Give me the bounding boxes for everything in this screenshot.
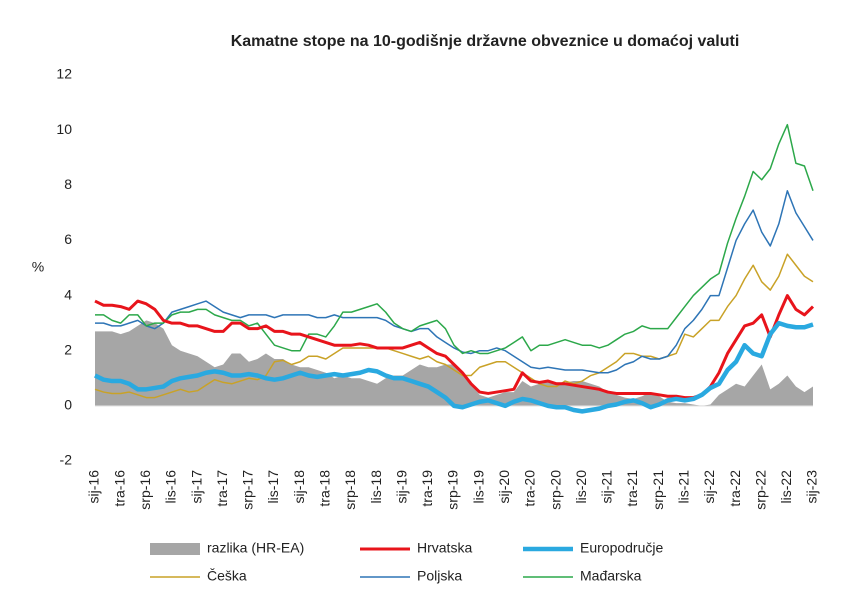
line	[95, 123, 814, 355]
x-tick-label: sij-23	[804, 470, 820, 504]
legend-label: razlika (HR-EA)	[207, 540, 304, 556]
x-tick-label: lis-17	[265, 470, 281, 504]
x-tick-label: srp-21	[650, 470, 666, 510]
chart-title: Kamatne stope na 10-godišnje državne obv…	[231, 33, 740, 50]
x-tick-label: tra-20	[522, 470, 538, 507]
x-tick-label: lis-19	[470, 470, 486, 504]
y-tick-label: 10	[56, 121, 72, 137]
line	[94, 253, 814, 399]
x-tick-label: lis-22	[778, 470, 794, 504]
x-tick-label: tra-18	[316, 470, 332, 507]
x-tick-label: sij-20	[496, 470, 512, 504]
x-tick-label: sij-18	[291, 470, 307, 504]
x-tick-label: tra-17	[214, 470, 230, 507]
y-tick-label: -2	[60, 452, 73, 468]
x-tick-label: lis-21	[675, 470, 691, 504]
y-tick-label: 4	[64, 286, 72, 302]
x-tick-label: sij-16	[86, 470, 102, 504]
x-tick-label: srp-19	[445, 470, 461, 510]
y-tick-label: 2	[64, 341, 72, 357]
line	[95, 190, 814, 374]
x-tick-label: lis-18	[368, 470, 384, 504]
x-tick-label: srp-22	[752, 470, 768, 510]
y-axis-label: %	[32, 259, 44, 275]
x-tick-label: tra-22	[727, 470, 743, 507]
x-tick-label: tra-19	[419, 470, 435, 507]
x-tick-label: sij-21	[599, 470, 615, 504]
legend-swatch	[150, 543, 200, 555]
y-tick-label: 0	[64, 397, 72, 413]
x-tick-label: srp-17	[240, 470, 256, 510]
y-tick-label: 12	[56, 66, 72, 82]
legend-label: Hrvatska	[417, 540, 472, 556]
x-tick-label: srp-20	[547, 470, 563, 510]
x-tick-label: srp-18	[342, 470, 358, 510]
x-tick-label: sij-22	[701, 470, 717, 504]
x-tick-label: srp-16	[137, 470, 153, 510]
area	[95, 320, 813, 406]
legend-label: Poljska	[417, 568, 462, 584]
x-tick-label: lis-20	[573, 470, 589, 504]
x-tick-label: sij-17	[188, 470, 204, 504]
x-tick-label: sij-19	[393, 470, 409, 504]
x-tick-label: lis-16	[163, 470, 179, 504]
line	[94, 320, 814, 414]
legend-label: Češka	[207, 568, 247, 584]
y-tick-label: 8	[64, 176, 72, 192]
legend-label: Mađarska	[580, 568, 642, 584]
x-tick-label: tra-21	[624, 470, 640, 507]
x-tick-label: tra-16	[111, 470, 127, 507]
legend-label: Europodručje	[580, 540, 663, 556]
y-tick-label: 6	[64, 231, 72, 247]
